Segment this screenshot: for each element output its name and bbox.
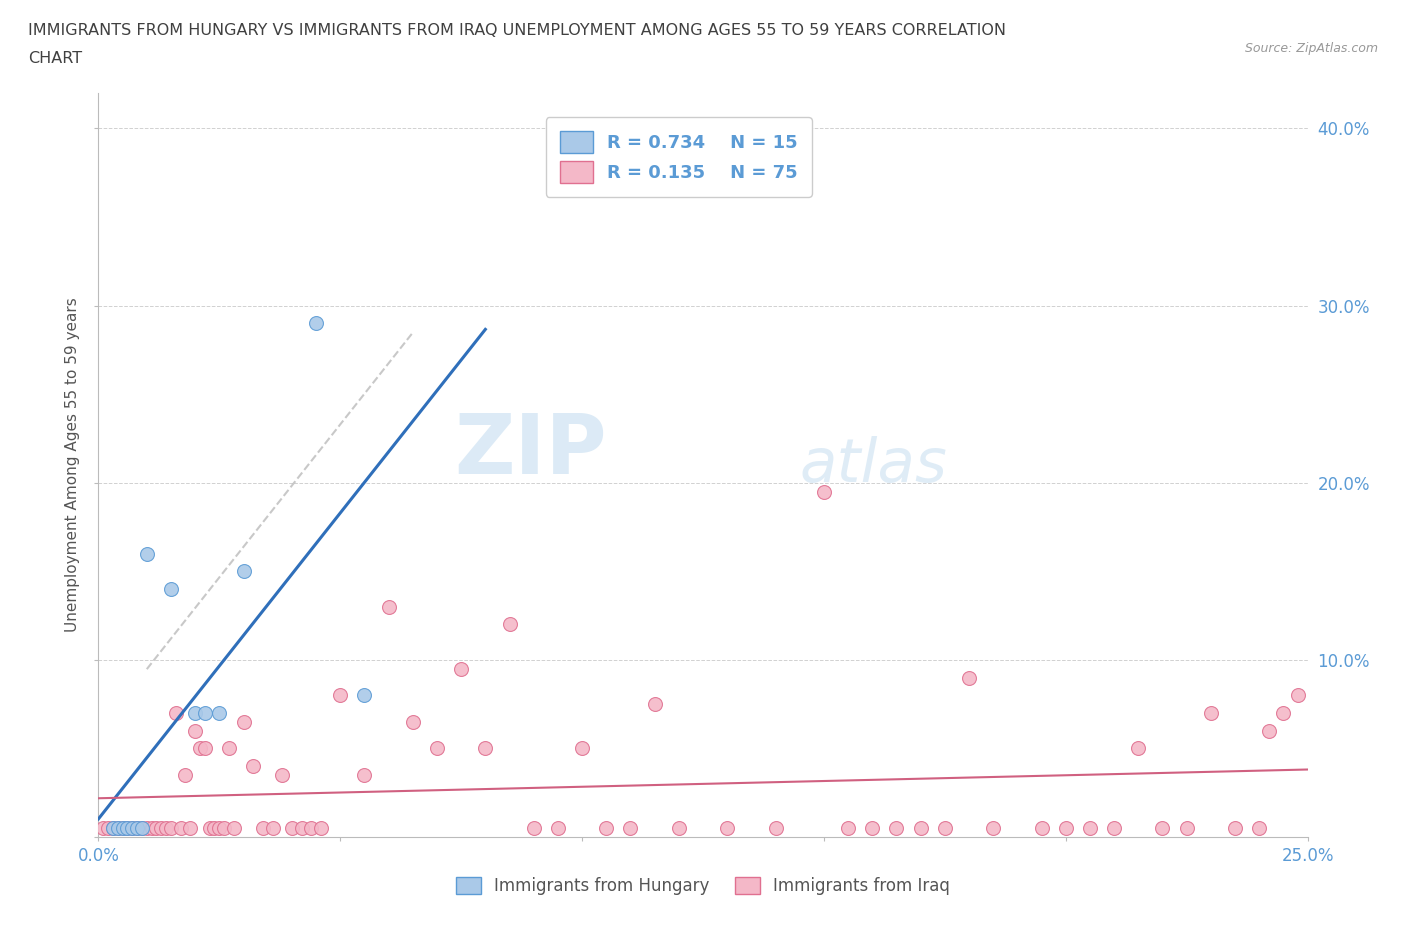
- Point: [208, 706, 231, 721]
- Point: [910, 820, 932, 835]
- Point: [135, 820, 157, 835]
- Point: [813, 485, 835, 499]
- Point: [222, 820, 245, 835]
- Point: [117, 820, 139, 835]
- Point: [1199, 706, 1222, 721]
- Point: [1102, 820, 1125, 835]
- Point: [523, 820, 546, 835]
- Point: [353, 767, 375, 782]
- Point: [160, 581, 183, 596]
- Point: [188, 741, 211, 756]
- Point: [174, 767, 197, 782]
- Point: [1078, 820, 1101, 835]
- Point: [194, 706, 217, 721]
- Point: [101, 820, 124, 835]
- Point: [121, 820, 143, 835]
- Point: [934, 820, 956, 835]
- Point: [474, 741, 496, 756]
- Point: [271, 767, 294, 782]
- Point: [305, 316, 328, 331]
- Point: [184, 706, 207, 721]
- Point: [1249, 820, 1271, 835]
- Point: [218, 741, 240, 756]
- Point: [198, 820, 221, 835]
- Point: [127, 820, 149, 835]
- Point: [121, 820, 143, 835]
- Text: Source: ZipAtlas.com: Source: ZipAtlas.com: [1244, 42, 1378, 55]
- Point: [299, 820, 322, 835]
- Point: [377, 599, 399, 614]
- Point: [194, 741, 217, 756]
- Point: [1031, 820, 1053, 835]
- Point: [837, 820, 859, 835]
- Point: [107, 820, 129, 835]
- Point: [127, 820, 149, 835]
- Point: [1175, 820, 1198, 835]
- Point: [111, 820, 134, 835]
- Point: [547, 820, 569, 835]
- Point: [450, 661, 472, 676]
- Point: [1152, 820, 1174, 835]
- Point: [281, 820, 304, 835]
- Point: [232, 714, 254, 729]
- Point: [290, 820, 312, 835]
- Point: [232, 564, 254, 578]
- Point: [117, 820, 139, 835]
- Point: [208, 820, 231, 835]
- Point: [1054, 820, 1077, 835]
- Point: [353, 688, 375, 703]
- Point: [329, 688, 352, 703]
- Text: atlas: atlas: [800, 435, 948, 495]
- Point: [165, 706, 187, 721]
- Text: ZIP: ZIP: [454, 409, 606, 491]
- Point: [1223, 820, 1246, 835]
- Point: [981, 820, 1004, 835]
- Point: [860, 820, 883, 835]
- Point: [595, 820, 617, 835]
- Point: [309, 820, 332, 835]
- Point: [619, 820, 641, 835]
- Point: [1272, 706, 1295, 721]
- Point: [498, 617, 520, 631]
- Point: [402, 714, 425, 729]
- Point: [135, 546, 157, 561]
- Point: [107, 820, 129, 835]
- Point: [668, 820, 690, 835]
- Point: [765, 820, 787, 835]
- Text: CHART: CHART: [28, 51, 82, 66]
- Point: [212, 820, 235, 835]
- Point: [1128, 741, 1150, 756]
- Y-axis label: Unemployment Among Ages 55 to 59 years: Unemployment Among Ages 55 to 59 years: [65, 298, 80, 632]
- Point: [886, 820, 908, 835]
- Point: [184, 724, 207, 738]
- Point: [1286, 688, 1309, 703]
- Point: [242, 759, 264, 774]
- Point: [111, 820, 134, 835]
- Legend: Immigrants from Hungary, Immigrants from Iraq: Immigrants from Hungary, Immigrants from…: [447, 869, 959, 903]
- Point: [644, 697, 666, 711]
- Point: [716, 820, 738, 835]
- Point: [262, 820, 284, 835]
- Point: [155, 820, 177, 835]
- Point: [97, 820, 120, 835]
- Point: [426, 741, 449, 756]
- Point: [169, 820, 191, 835]
- Point: [252, 820, 274, 835]
- Point: [957, 671, 980, 685]
- Text: IMMIGRANTS FROM HUNGARY VS IMMIGRANTS FROM IRAQ UNEMPLOYMENT AMONG AGES 55 TO 59: IMMIGRANTS FROM HUNGARY VS IMMIGRANTS FR…: [28, 23, 1007, 38]
- Point: [1257, 724, 1279, 738]
- Point: [101, 820, 124, 835]
- Point: [131, 820, 153, 835]
- Point: [141, 820, 163, 835]
- Point: [145, 820, 167, 835]
- Point: [160, 820, 183, 835]
- Point: [131, 820, 153, 835]
- Point: [179, 820, 201, 835]
- Point: [204, 820, 226, 835]
- Point: [91, 820, 114, 835]
- Point: [150, 820, 173, 835]
- Point: [571, 741, 593, 756]
